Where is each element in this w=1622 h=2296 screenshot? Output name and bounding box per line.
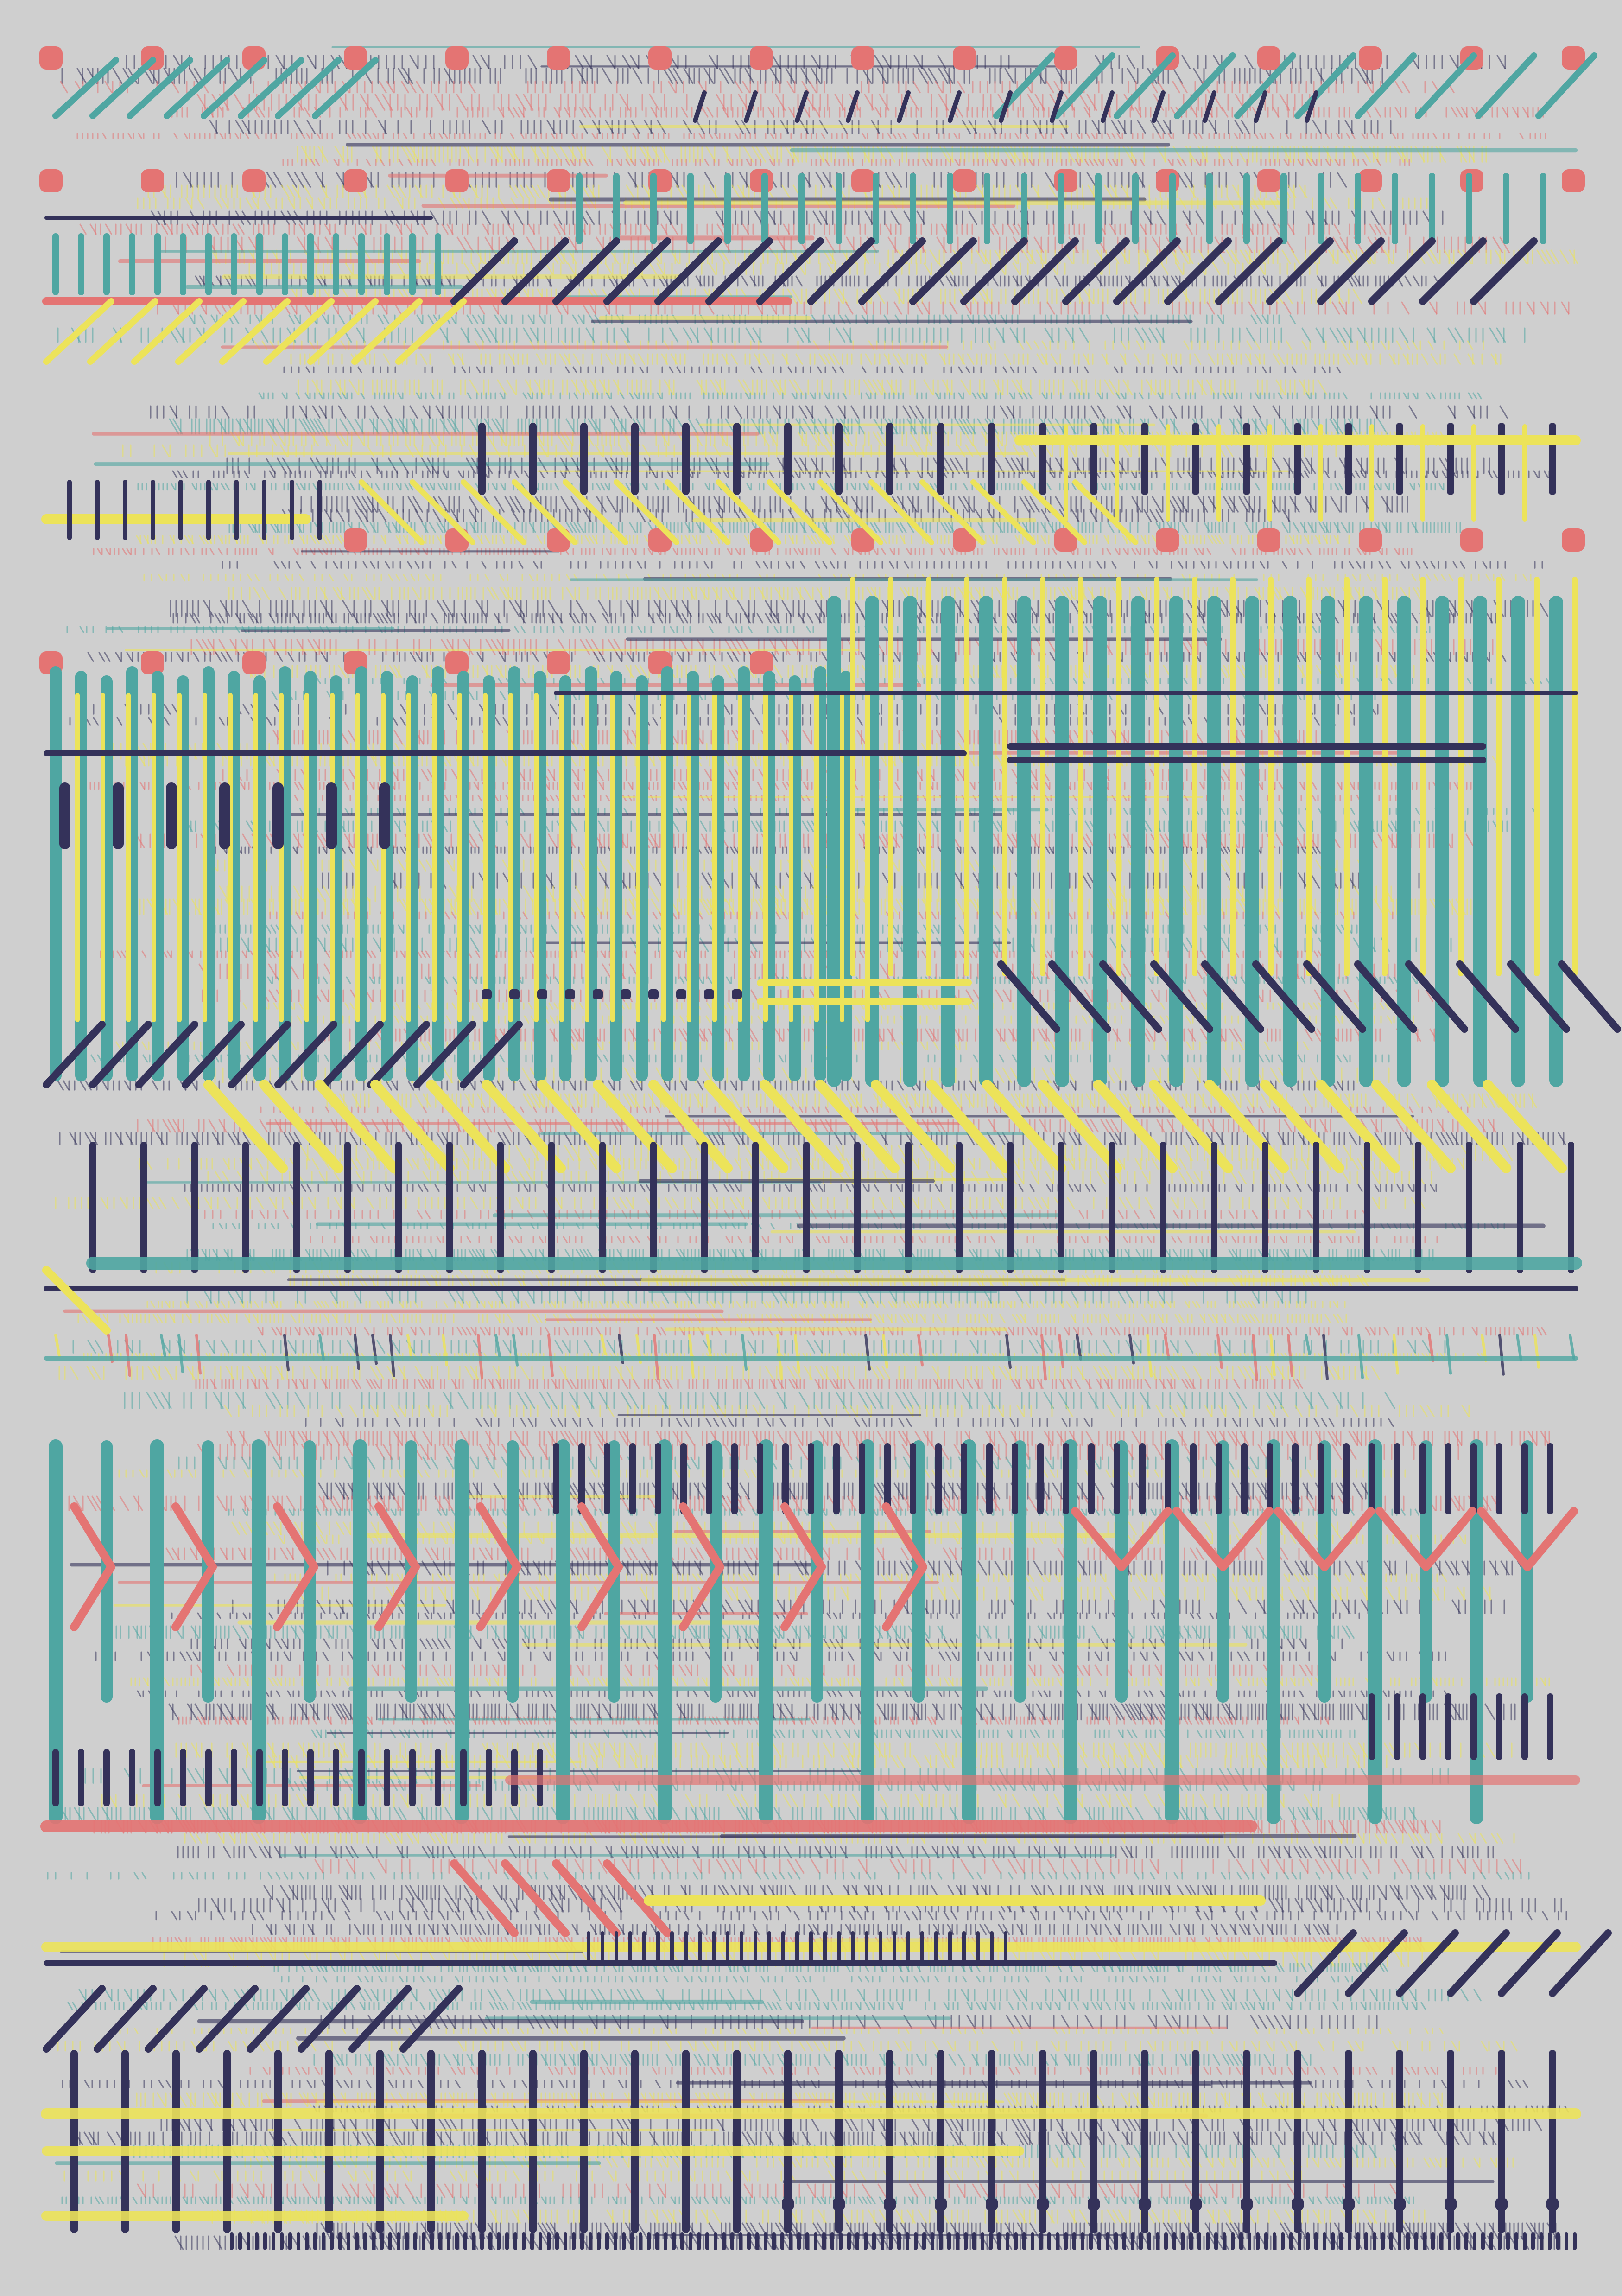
generative-artwork bbox=[0, 0, 1622, 2296]
